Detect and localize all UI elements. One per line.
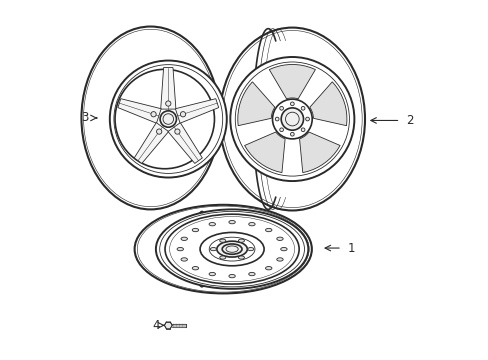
- Ellipse shape: [238, 256, 244, 259]
- Ellipse shape: [200, 233, 264, 266]
- Polygon shape: [161, 68, 176, 109]
- Ellipse shape: [209, 222, 215, 226]
- Ellipse shape: [276, 258, 283, 261]
- Ellipse shape: [177, 247, 183, 251]
- Text: 2: 2: [405, 114, 412, 127]
- Ellipse shape: [265, 228, 271, 232]
- Ellipse shape: [181, 258, 187, 261]
- Ellipse shape: [219, 239, 225, 242]
- Ellipse shape: [192, 266, 198, 270]
- Ellipse shape: [238, 239, 244, 242]
- Ellipse shape: [305, 117, 309, 121]
- Polygon shape: [309, 82, 346, 126]
- Polygon shape: [134, 123, 168, 163]
- Ellipse shape: [290, 102, 294, 106]
- Ellipse shape: [290, 132, 294, 136]
- Polygon shape: [237, 82, 274, 126]
- Ellipse shape: [272, 99, 311, 139]
- Text: 3: 3: [81, 112, 88, 125]
- Ellipse shape: [209, 273, 215, 276]
- Ellipse shape: [192, 228, 198, 232]
- Polygon shape: [299, 132, 339, 172]
- Ellipse shape: [228, 220, 235, 224]
- Ellipse shape: [180, 112, 185, 117]
- Ellipse shape: [219, 256, 225, 259]
- Polygon shape: [175, 99, 218, 123]
- Ellipse shape: [301, 107, 305, 110]
- Ellipse shape: [134, 205, 311, 293]
- Polygon shape: [168, 123, 202, 163]
- Ellipse shape: [280, 247, 286, 251]
- Ellipse shape: [228, 274, 235, 278]
- Ellipse shape: [247, 248, 253, 251]
- Text: 4: 4: [152, 319, 159, 332]
- Ellipse shape: [110, 60, 226, 177]
- Text: 1: 1: [346, 242, 354, 255]
- Ellipse shape: [160, 111, 176, 127]
- Ellipse shape: [276, 237, 283, 240]
- Polygon shape: [118, 99, 161, 123]
- Ellipse shape: [279, 107, 283, 110]
- Ellipse shape: [181, 237, 187, 240]
- Ellipse shape: [156, 129, 162, 134]
- Polygon shape: [164, 322, 172, 329]
- Ellipse shape: [210, 248, 216, 251]
- Ellipse shape: [301, 128, 305, 132]
- Ellipse shape: [165, 101, 171, 106]
- Ellipse shape: [151, 112, 156, 117]
- Ellipse shape: [275, 117, 279, 121]
- Polygon shape: [244, 132, 285, 172]
- Ellipse shape: [230, 57, 354, 181]
- Ellipse shape: [248, 222, 255, 226]
- Ellipse shape: [209, 237, 254, 261]
- Polygon shape: [269, 64, 315, 99]
- Ellipse shape: [281, 108, 303, 130]
- Ellipse shape: [219, 28, 364, 211]
- Ellipse shape: [248, 273, 255, 276]
- Ellipse shape: [174, 129, 180, 134]
- Ellipse shape: [216, 241, 247, 257]
- Ellipse shape: [81, 27, 219, 210]
- Ellipse shape: [156, 210, 307, 289]
- Ellipse shape: [279, 128, 283, 132]
- Ellipse shape: [265, 266, 271, 270]
